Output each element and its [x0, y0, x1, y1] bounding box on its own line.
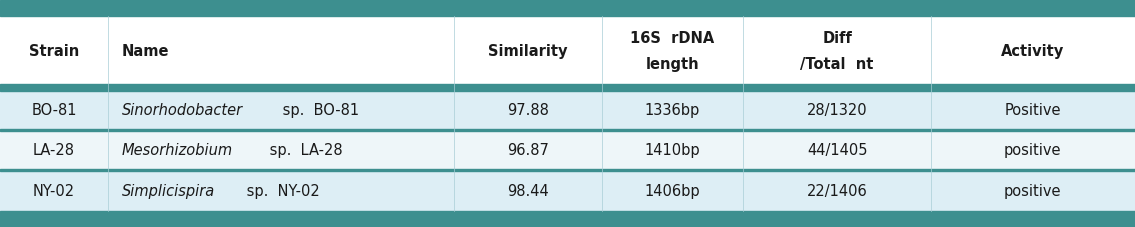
- Bar: [0, 131, 1135, 171]
- Bar: [0, 0, 1135, 16]
- Text: NY-02: NY-02: [33, 184, 75, 199]
- Text: 16S  rDNA: 16S rDNA: [630, 31, 715, 46]
- Text: 28/1320: 28/1320: [807, 103, 867, 118]
- Bar: [0, 84, 1135, 91]
- Text: 1336bp: 1336bp: [645, 103, 700, 118]
- Text: length: length: [646, 57, 699, 72]
- Bar: [0, 91, 1135, 131]
- Text: positive: positive: [1004, 184, 1061, 199]
- Text: Similarity: Similarity: [488, 44, 568, 59]
- Text: Activity: Activity: [1001, 44, 1065, 59]
- Text: sp.  NY-02: sp. NY-02: [242, 184, 320, 199]
- Text: Name: Name: [121, 44, 169, 59]
- Text: 96.87: 96.87: [507, 143, 548, 158]
- Text: Strain: Strain: [28, 44, 79, 59]
- Text: Diff: Diff: [822, 31, 852, 46]
- Bar: [0, 211, 1135, 227]
- Text: 22/1406: 22/1406: [807, 184, 867, 199]
- Text: Simplicispira: Simplicispira: [121, 184, 215, 199]
- Bar: [0, 129, 1135, 131]
- Text: positive: positive: [1004, 143, 1061, 158]
- Text: 1410bp: 1410bp: [645, 143, 700, 158]
- Bar: [0, 169, 1135, 171]
- Bar: [0, 16, 1135, 84]
- Text: Positive: Positive: [1004, 103, 1061, 118]
- Text: LA-28: LA-28: [33, 143, 75, 158]
- Text: Mesorhizobium: Mesorhizobium: [121, 143, 233, 158]
- Bar: [0, 171, 1135, 211]
- Text: sp.  LA-28: sp. LA-28: [264, 143, 343, 158]
- Text: sp.  BO-81: sp. BO-81: [278, 103, 359, 118]
- Text: BO-81: BO-81: [31, 103, 77, 118]
- Text: 98.44: 98.44: [507, 184, 548, 199]
- Text: 44/1405: 44/1405: [807, 143, 867, 158]
- Text: Sinorhodobacter: Sinorhodobacter: [121, 103, 243, 118]
- Text: 97.88: 97.88: [507, 103, 548, 118]
- Text: 1406bp: 1406bp: [645, 184, 700, 199]
- Text: /Total  nt: /Total nt: [800, 57, 874, 72]
